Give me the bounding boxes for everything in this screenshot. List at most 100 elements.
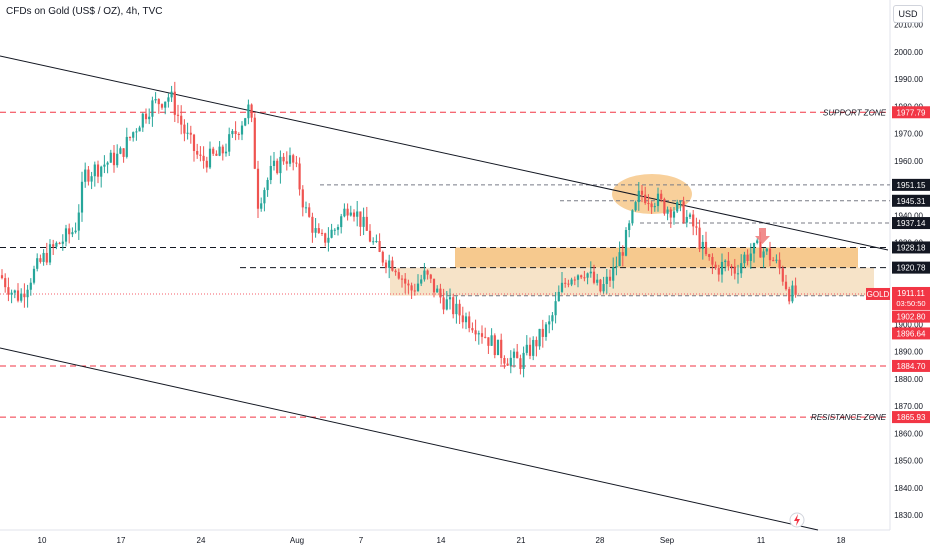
candle-body: [103, 164, 106, 167]
candle-body: [714, 264, 717, 269]
candle-body: [276, 160, 279, 174]
x-tick-label: 17: [117, 536, 126, 545]
y-tick-label: 1940.00: [894, 211, 923, 220]
candle-body: [439, 288, 442, 298]
candle-body: [423, 270, 426, 280]
candle-body: [512, 351, 516, 358]
candle-body: [324, 233, 327, 243]
candle-body: [432, 278, 436, 293]
candle-body: [394, 270, 397, 273]
candle-body: [580, 275, 583, 278]
candle-body: [154, 99, 157, 101]
price-axis: [890, 0, 932, 550]
candle-body: [436, 288, 439, 293]
candle-body: [64, 228, 68, 242]
candle-body: [247, 104, 250, 119]
currency-button[interactable]: USD: [893, 5, 923, 23]
candle-body: [7, 287, 10, 295]
y-tick-label: 2010.00: [894, 21, 923, 30]
zone-label: SUPPORT ZONE: [823, 108, 887, 117]
candle-body: [356, 211, 359, 217]
x-tick-label: 21: [517, 536, 526, 545]
candle-body: [704, 241, 708, 255]
candle-body: [445, 299, 448, 310]
candle-body: [221, 146, 224, 154]
candle-body: [352, 212, 356, 217]
candle-body: [522, 352, 525, 369]
candle-body: [45, 252, 48, 263]
price-tag-1928.18: [892, 241, 930, 254]
y-tick-label: 1960.00: [894, 157, 923, 166]
candle-body: [48, 244, 52, 263]
candle-body: [752, 242, 756, 254]
candle-body: [218, 146, 221, 156]
candle-body: [77, 212, 80, 231]
candle-body: [516, 351, 519, 359]
candle-body: [669, 209, 672, 218]
candle-body: [52, 244, 55, 247]
candle-body: [288, 155, 292, 164]
candle-body: [724, 260, 727, 262]
candle-body: [4, 278, 7, 288]
candle-body: [202, 155, 205, 161]
price-tag-text: 1896.64: [897, 329, 926, 338]
price-tag-1865.93: [892, 411, 930, 424]
candle-body: [160, 104, 164, 108]
candle-body: [602, 284, 605, 292]
candle-body: [304, 207, 308, 209]
candle-body: [23, 293, 26, 298]
down-arrow-icon: [755, 228, 770, 244]
candle-body: [679, 201, 682, 203]
candle-body: [13, 290, 16, 293]
candle-body: [772, 260, 775, 262]
candle-body: [397, 272, 400, 279]
candle-body: [228, 134, 231, 152]
price-tag-text: 1951.15: [897, 181, 926, 190]
candle-body: [151, 100, 154, 117]
candle-body: [519, 358, 522, 369]
candle-body: [320, 232, 324, 234]
candle-body: [778, 259, 781, 269]
candle-body: [688, 214, 692, 217]
candle-body: [490, 335, 493, 346]
candle-body: [84, 169, 87, 182]
candle-body: [548, 321, 551, 325]
candle-body: [615, 266, 618, 268]
y-tick-label: 1900.00: [894, 320, 923, 329]
candle-body: [138, 127, 141, 132]
candle-body: [55, 242, 58, 247]
y-tick-label: 1970.00: [894, 130, 923, 139]
candle-body: [368, 230, 372, 242]
candle-body: [71, 232, 74, 235]
candle-body: [317, 228, 320, 233]
price-tag-text: 1937.14: [897, 219, 926, 228]
candle-body: [708, 254, 711, 257]
x-tick-label: Aug: [290, 536, 304, 545]
candle-body: [484, 336, 487, 338]
candle-body: [730, 266, 733, 268]
price-tag-text: 1920.78: [897, 264, 926, 273]
candle-body: [471, 328, 474, 331]
candle-body: [68, 228, 71, 235]
y-tick-label: 1990.00: [894, 75, 923, 84]
lower-trendline: [0, 347, 819, 531]
candle-body: [538, 328, 541, 347]
candle-body: [576, 275, 580, 280]
candle-body: [525, 344, 528, 353]
candle-body: [215, 153, 218, 156]
candle-body: [186, 132, 189, 134]
candle-body: [256, 168, 260, 209]
candle-body: [554, 301, 557, 316]
price-tag-1945.31: [892, 194, 930, 207]
candle-body: [733, 266, 736, 274]
candle-body: [493, 335, 496, 356]
candle-body: [263, 190, 266, 204]
x-tick-label: 14: [437, 536, 446, 545]
candle-body: [429, 274, 432, 279]
candle-body: [532, 339, 535, 356]
candle-body: [759, 240, 762, 258]
candle-body: [224, 151, 228, 154]
candle-body: [157, 99, 160, 105]
